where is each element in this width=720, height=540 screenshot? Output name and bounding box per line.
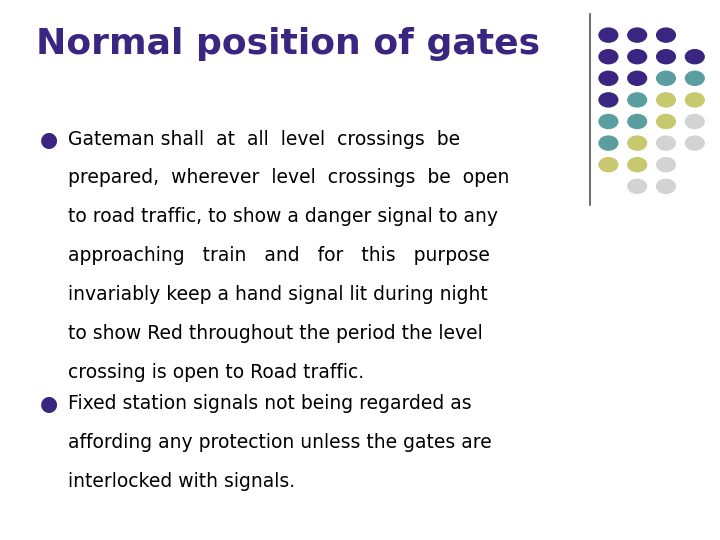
- Circle shape: [628, 28, 647, 42]
- Circle shape: [628, 136, 647, 150]
- Circle shape: [657, 50, 675, 64]
- Circle shape: [599, 136, 618, 150]
- Text: ●: ●: [40, 394, 58, 414]
- Text: interlocked with signals.: interlocked with signals.: [68, 472, 295, 491]
- Circle shape: [657, 71, 675, 85]
- Text: invariably keep a hand signal lit during night: invariably keep a hand signal lit during…: [68, 285, 488, 304]
- Circle shape: [628, 158, 647, 172]
- Circle shape: [685, 50, 704, 64]
- Circle shape: [685, 71, 704, 85]
- Circle shape: [628, 114, 647, 129]
- Text: prepared,  wherever  level  crossings  be  open: prepared, wherever level crossings be op…: [68, 168, 510, 187]
- Circle shape: [599, 114, 618, 129]
- Circle shape: [657, 179, 675, 193]
- Circle shape: [657, 114, 675, 129]
- Circle shape: [657, 136, 675, 150]
- Text: ●: ●: [40, 130, 58, 150]
- Circle shape: [628, 93, 647, 107]
- Circle shape: [599, 158, 618, 172]
- Text: to road traffic, to show a danger signal to any: to road traffic, to show a danger signal…: [68, 207, 498, 226]
- Text: approaching   train   and   for   this   purpose: approaching train and for this purpose: [68, 246, 490, 265]
- Circle shape: [685, 114, 704, 129]
- Circle shape: [657, 93, 675, 107]
- Circle shape: [628, 50, 647, 64]
- Text: crossing is open to Road traffic.: crossing is open to Road traffic.: [68, 363, 364, 382]
- Circle shape: [599, 93, 618, 107]
- Circle shape: [599, 71, 618, 85]
- Circle shape: [599, 28, 618, 42]
- Circle shape: [685, 136, 704, 150]
- Text: affording any protection unless the gates are: affording any protection unless the gate…: [68, 433, 492, 452]
- Circle shape: [628, 179, 647, 193]
- Circle shape: [599, 50, 618, 64]
- Text: Normal position of gates: Normal position of gates: [36, 27, 540, 61]
- Text: Gateman shall  at  all  level  crossings  be: Gateman shall at all level crossings be: [68, 130, 461, 148]
- Circle shape: [685, 93, 704, 107]
- Text: to show Red throughout the period the level: to show Red throughout the period the le…: [68, 324, 483, 343]
- Circle shape: [657, 28, 675, 42]
- Circle shape: [628, 71, 647, 85]
- Circle shape: [657, 158, 675, 172]
- Text: Fixed station signals not being regarded as: Fixed station signals not being regarded…: [68, 394, 472, 413]
